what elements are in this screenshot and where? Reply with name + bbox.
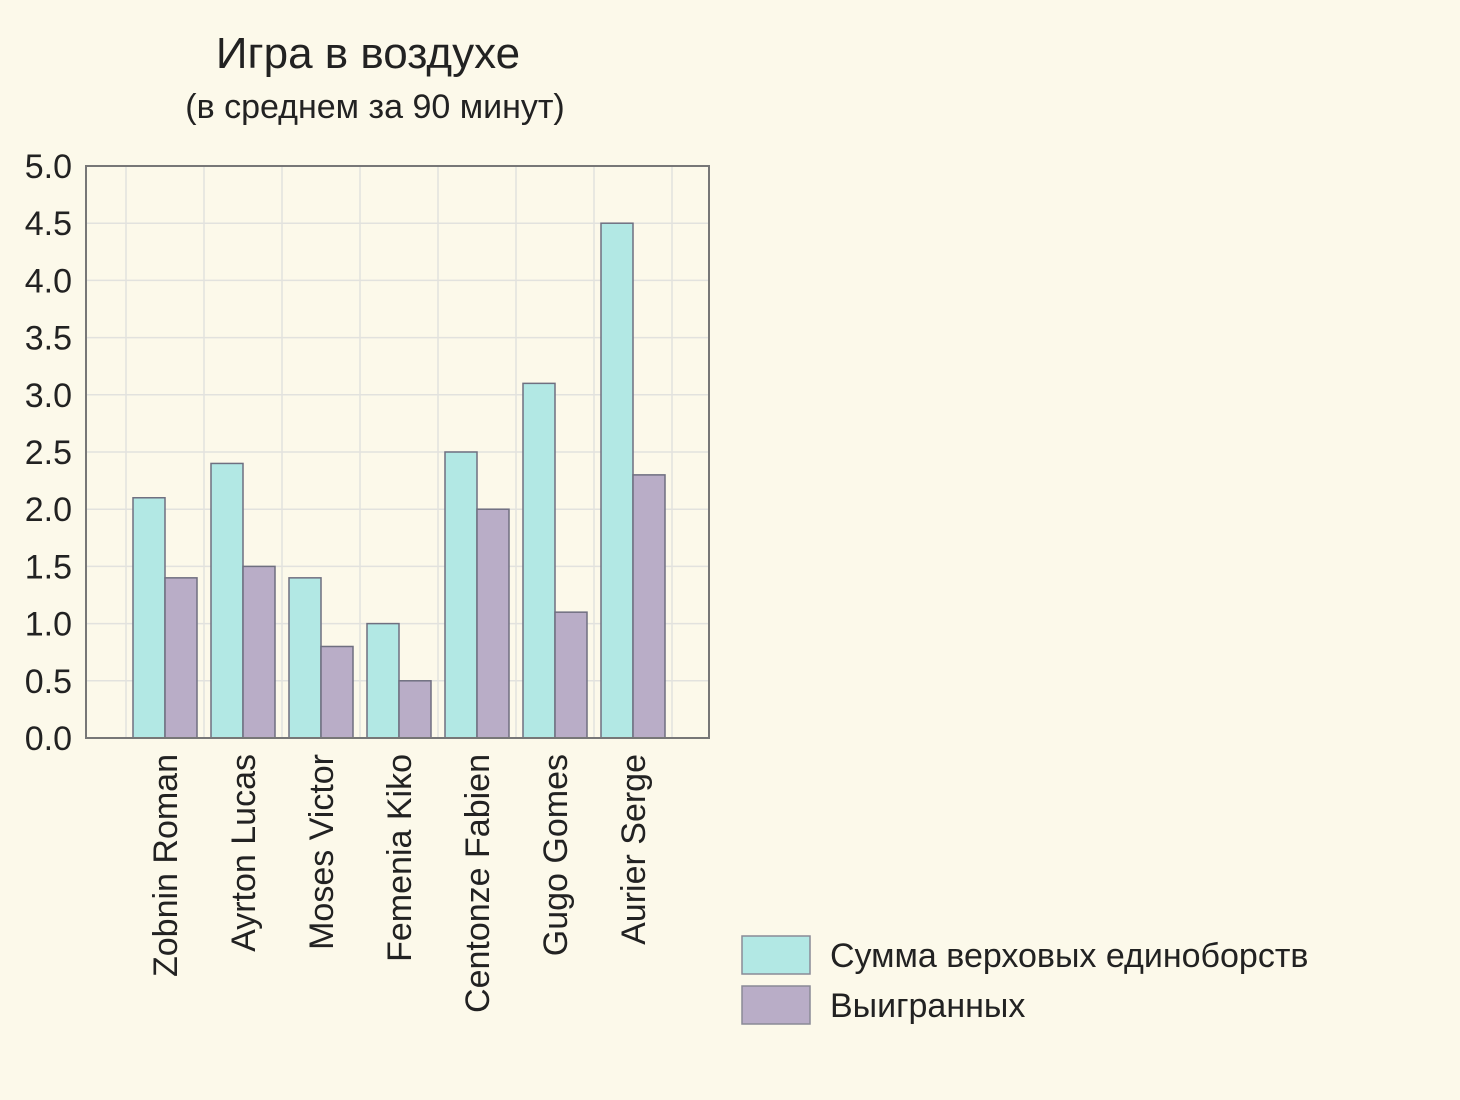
y-tick-label: 0.0 — [25, 720, 72, 758]
x-tick-label: Zobnin Roman — [147, 754, 185, 977]
bar-total — [366, 622, 400, 739]
bar-total — [210, 462, 244, 739]
bar-won — [242, 565, 276, 739]
legend: Сумма верховых единоборств Выигранных — [741, 935, 1308, 1025]
bar-total — [288, 577, 322, 739]
x-tick-label: Gugo Gomes — [537, 754, 575, 956]
bar-total — [132, 497, 166, 739]
bar-won — [398, 680, 432, 739]
chart-title: Игра в воздухе — [216, 29, 520, 78]
y-tick-label: 4.5 — [25, 205, 72, 243]
bar-won — [476, 508, 510, 739]
bar-total — [600, 222, 634, 739]
bar-won — [164, 577, 198, 739]
legend-label: Выигранных — [830, 987, 1025, 1025]
y-tick-label: 3.0 — [25, 377, 72, 415]
bar-total — [444, 451, 478, 739]
y-axis-ticks: 0.0 0.5 1.0 1.5 2.0 2.5 3.0 3.5 4.0 4.5 5.0 — [25, 148, 72, 758]
bar-won — [632, 474, 666, 739]
x-axis-labels: Zobnin Roman Ayrton Lucas Moses Victor Feme… — [147, 754, 653, 1013]
y-tick-label: 0.5 — [25, 663, 72, 701]
x-tick-label: Ayrton Lucas — [225, 754, 263, 952]
y-tick-label: 2.5 — [25, 434, 72, 472]
plot-frame — [85, 165, 710, 739]
y-tick-label: 1.0 — [25, 606, 72, 644]
x-tick-label: Moses Victor — [303, 754, 341, 950]
legend-swatch — [741, 935, 811, 975]
y-tick-label: 4.0 — [25, 262, 72, 300]
y-tick-label: 1.5 — [25, 548, 72, 586]
y-tick-label: 2.0 — [25, 491, 72, 529]
bar-won — [320, 645, 354, 739]
legend-swatch — [741, 985, 811, 1025]
bar-total — [522, 382, 556, 739]
grid-lines — [86, 166, 709, 738]
x-tick-label: Femenia Kiko — [381, 754, 419, 962]
y-tick-label: 5.0 — [25, 148, 72, 186]
x-tick-label: Centonze Fabien — [459, 754, 497, 1013]
bar-won — [554, 611, 588, 739]
y-tick-label: 3.5 — [25, 320, 72, 358]
bars — [132, 222, 666, 739]
legend-label: Сумма верховых единоборств — [830, 937, 1308, 975]
chart-subtitle: (в среднем за 90 минут) — [185, 88, 565, 126]
x-tick-label: Aurier Serge — [615, 754, 653, 945]
